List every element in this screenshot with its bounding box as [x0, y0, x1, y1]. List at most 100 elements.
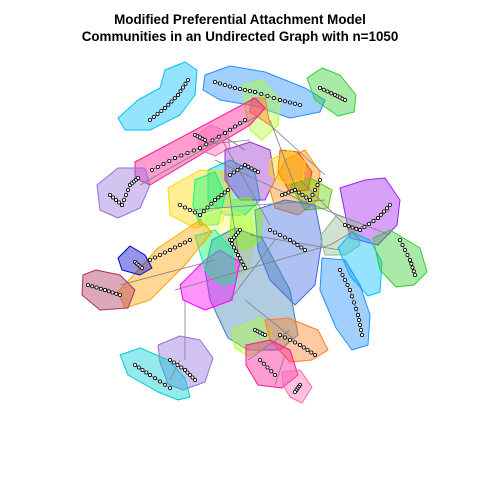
graph-node — [86, 282, 91, 287]
graph-edge — [221, 139, 271, 226]
graph-edge — [269, 119, 301, 201]
graph-node — [182, 240, 187, 245]
graph-node — [152, 376, 157, 381]
graph-node — [178, 89, 183, 94]
graph-node — [235, 230, 240, 235]
graph-node — [209, 201, 214, 206]
graph-node — [216, 195, 221, 200]
graph-node — [371, 218, 376, 223]
graph-node — [171, 360, 176, 365]
graph-edge — [247, 329, 291, 361]
graph-node — [265, 94, 270, 99]
graph-node — [185, 78, 190, 83]
graph-node — [151, 115, 156, 120]
graph-node — [356, 317, 361, 322]
graph-node — [187, 237, 192, 242]
graph-node — [175, 93, 180, 98]
graph-node — [286, 190, 291, 195]
graph-node — [235, 252, 240, 257]
graph-node — [237, 256, 242, 261]
graph-node — [272, 372, 277, 377]
graph-node — [329, 91, 334, 96]
graph-node — [287, 237, 292, 242]
graph-node — [282, 235, 287, 240]
graph-node — [292, 187, 297, 192]
graph-node — [169, 99, 174, 104]
graph-node — [296, 190, 301, 195]
graph-node — [411, 269, 416, 274]
graph-node — [310, 192, 315, 197]
graph-node — [297, 342, 302, 347]
graph-edge — [139, 139, 221, 186]
graph-node — [292, 389, 297, 394]
graph-node — [340, 272, 345, 277]
graph-node — [227, 172, 232, 177]
graph-node — [232, 124, 237, 129]
graph-node — [349, 294, 354, 299]
graph-node — [187, 207, 192, 212]
graph-node — [387, 202, 392, 207]
graph-node — [94, 285, 99, 290]
graph-node — [307, 197, 312, 202]
graph-node — [295, 242, 300, 247]
graph-node — [305, 347, 310, 352]
graph-node — [231, 235, 236, 240]
graph-node — [312, 352, 317, 357]
graph-node — [269, 369, 274, 374]
graph-node — [402, 247, 407, 252]
graph-node — [217, 81, 222, 86]
graph-node — [124, 192, 129, 197]
community-hull — [319, 257, 371, 351]
graph-node — [242, 118, 247, 123]
graph-node — [185, 150, 190, 155]
graph-node — [304, 195, 309, 200]
community-hulls — [81, 61, 428, 404]
graph-node — [201, 209, 206, 214]
graph-node — [407, 257, 412, 262]
title-line-2: Communities in an Undirected Graph with … — [81, 29, 399, 44]
graph-node — [110, 290, 115, 295]
graph-node — [262, 332, 267, 337]
graph-node — [182, 205, 187, 210]
graph-node — [118, 292, 123, 297]
graph-node — [167, 158, 172, 163]
plot-title: Modified Preferential Attachment Model C… — [0, 11, 480, 45]
graph-node — [291, 240, 296, 245]
graph-node — [239, 259, 244, 264]
graph-node — [149, 167, 154, 172]
graph-node — [252, 168, 257, 173]
graph-node — [283, 191, 288, 196]
graph-node — [120, 202, 125, 207]
graph-node — [366, 221, 371, 226]
graph-node — [397, 237, 402, 242]
graph-node — [229, 241, 234, 246]
graph-node — [378, 212, 383, 217]
community-hull — [119, 347, 191, 401]
community-hull — [96, 167, 151, 219]
graph-node — [233, 249, 238, 254]
graph-edge — [119, 259, 216, 286]
graph-node — [405, 252, 410, 257]
graph-node — [225, 187, 230, 192]
graph-node — [282, 99, 287, 104]
graph-node — [346, 224, 351, 229]
graph-node — [212, 197, 217, 202]
graph-node — [192, 210, 197, 215]
graph-node — [106, 289, 111, 294]
graph-node — [267, 227, 272, 232]
graph-node — [222, 83, 227, 88]
graph-node — [351, 300, 356, 305]
graph-node — [317, 86, 322, 91]
graph-node — [157, 252, 162, 257]
graph-node — [287, 337, 292, 342]
graph-node — [241, 262, 246, 267]
graph-node — [183, 81, 188, 86]
graph-node — [381, 209, 386, 214]
graph-node — [227, 84, 232, 89]
graph-node — [202, 137, 207, 142]
graph-node — [242, 88, 247, 93]
graph-node — [98, 286, 103, 291]
graph-node — [162, 106, 167, 111]
graph-node — [342, 222, 347, 227]
